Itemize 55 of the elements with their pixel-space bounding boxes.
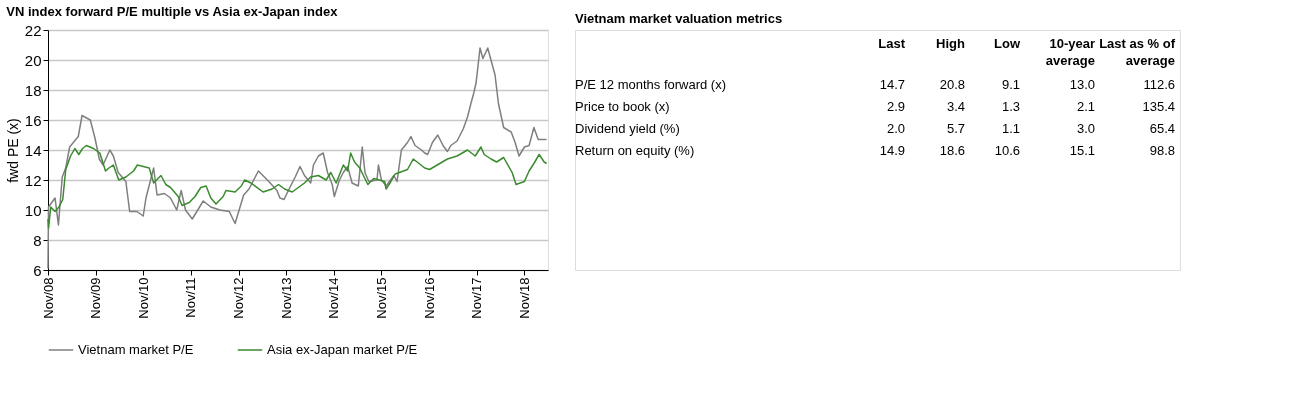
legend-label: Asia ex-Japan market P/E	[267, 342, 418, 357]
text: 98.8	[1149, 143, 1175, 158]
text: 2.9	[886, 99, 905, 114]
text: 15.1	[1069, 143, 1095, 158]
y-tick-label: 18	[24, 81, 42, 99]
text: 2.0	[886, 121, 905, 136]
x-tick-label: Nov/17	[469, 277, 485, 319]
y-tick-label: 14	[24, 141, 42, 159]
category-label: Low	[994, 36, 1021, 51]
x-tick-label: Nov/16	[421, 277, 437, 319]
text: 5.7	[946, 121, 965, 136]
x-tick-label: Nov/13	[278, 277, 294, 319]
x-tick-label: Nov/14	[326, 277, 342, 319]
y-tick-label: 16	[24, 111, 42, 129]
text: 20.8	[939, 77, 965, 92]
x-tick-label: Nov/15	[373, 277, 389, 319]
category-label: P/E 12 months forward (x)	[575, 77, 726, 92]
category-label: 10-year average	[1045, 36, 1095, 68]
category-label: Price to book (x)	[575, 99, 670, 114]
text: 13.0	[1069, 77, 1095, 92]
text: 10.6	[994, 143, 1020, 158]
text: 135.4	[1142, 99, 1175, 114]
y-axis-title: fwd PE (x)	[4, 118, 21, 183]
y-tick-label: 12	[24, 171, 42, 189]
text: 1.3	[1001, 99, 1020, 114]
text: 18.6	[939, 143, 965, 158]
y-tick-label: 8	[33, 231, 42, 249]
category-label: Dividend yield (%)	[575, 121, 680, 136]
x-tick-label: Nov/08	[40, 277, 56, 319]
text: 3.4	[946, 99, 965, 114]
y-tick-label: 10	[24, 201, 42, 219]
category-label: Last	[878, 36, 906, 51]
y-tick-label: 6	[33, 261, 42, 279]
x-tick-label: Nov/18	[516, 277, 532, 319]
x-tick-label: Nov/09	[88, 277, 104, 319]
x-tick-label: Nov/10	[135, 277, 151, 319]
text: 1.1	[1001, 121, 1020, 136]
x-tick-label: Nov/11	[183, 277, 199, 318]
category-label: Last as % of average	[1099, 36, 1176, 68]
line-series	[47, 144, 548, 229]
category-label: Return on equity (%)	[575, 143, 695, 158]
chart-title: VN index forward P/E multiple vs Asia ex-Japan index	[6, 4, 339, 19]
y-tick-label: 22	[24, 21, 42, 39]
text: 3.0	[1076, 121, 1095, 136]
text: Vietnam market valuation metrics	[575, 11, 783, 26]
category-label: High	[936, 36, 966, 51]
text: 9.1	[1001, 77, 1020, 92]
text: 65.4	[1149, 121, 1175, 136]
y-tick-label: 20	[24, 51, 42, 69]
legend-label: Vietnam market P/E	[78, 342, 194, 357]
text: 2.1	[1076, 99, 1095, 114]
text: 112.6	[1143, 77, 1175, 92]
text: 14.7	[879, 77, 905, 92]
text: 14.9	[879, 143, 905, 158]
x-tick-label: Nov/12	[231, 277, 247, 319]
